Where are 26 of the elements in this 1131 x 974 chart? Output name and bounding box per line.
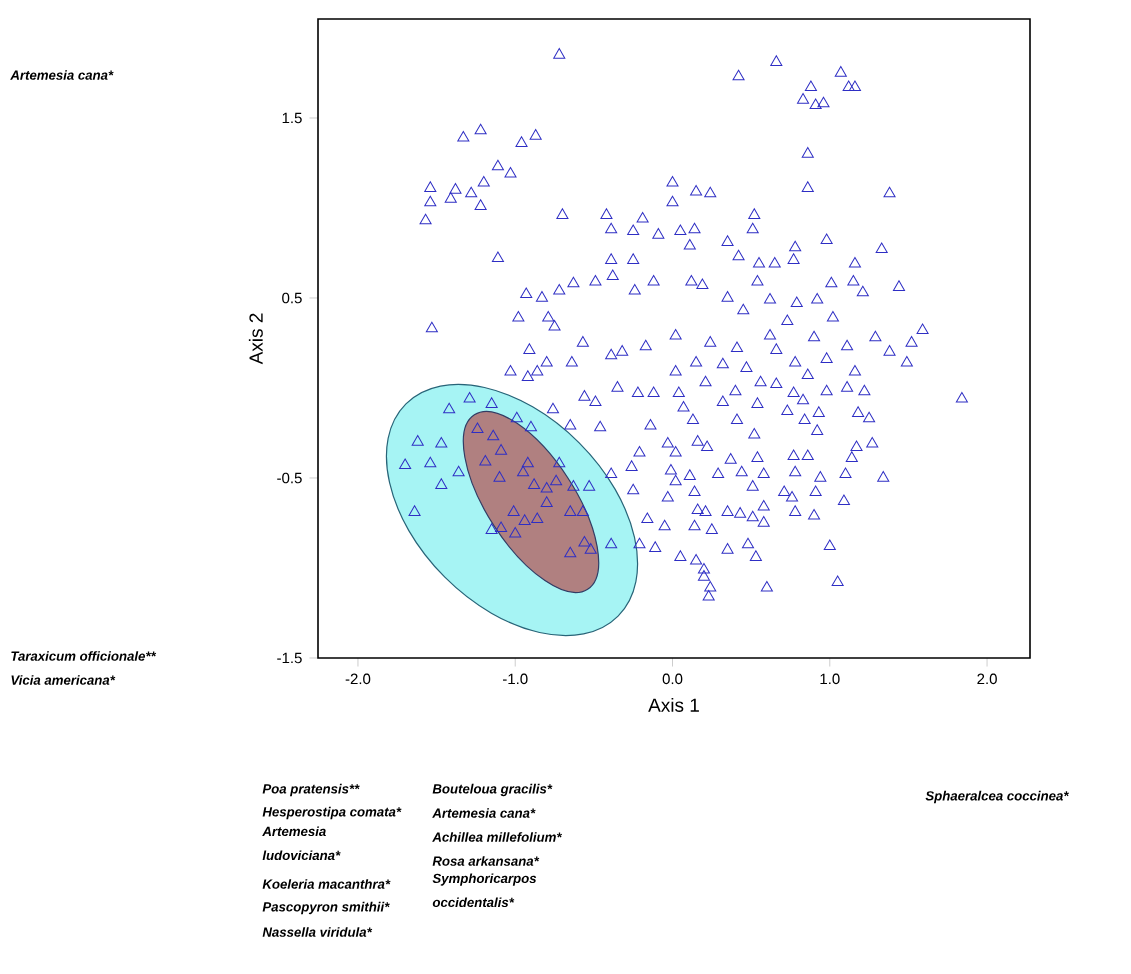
text: Hesperostipa comata* [262, 806, 402, 820]
x-tick-label: 0.0 [662, 673, 683, 685]
y-tick-label: 1.5 [282, 112, 302, 124]
text: Achillea millefolium* [432, 832, 563, 842]
text: Taraxicum officionale** [11, 651, 157, 661]
x-axis-title: Axis 1 [648, 697, 699, 712]
x-tick-label: 2.0 [977, 673, 997, 685]
text: Koeleria macanthra* [262, 879, 391, 889]
text: Sphaeralcea coccinea* [925, 790, 1069, 804]
text: Bouteloua gracilis* [432, 783, 553, 797]
text: Rosa arkansana* [432, 856, 540, 866]
text: Poa pratensis** [262, 783, 360, 797]
text: Artemesia cana* [432, 808, 536, 818]
text: Vicia americana* [11, 675, 116, 685]
text: Artemesia ludoviciana* [262, 826, 341, 861]
x-tick-label: 1.0 [820, 673, 840, 685]
text: Nassella viridula* [262, 927, 373, 937]
text: Pascopyron smithii* [262, 901, 390, 915]
text: Artemesia cana* [10, 70, 114, 80]
x-tick-label: -1.0 [502, 673, 528, 685]
y-tick-label: 0.5 [282, 292, 302, 304]
y-tick-label: -0.5 [277, 472, 302, 484]
y-tick-label: -1.5 [277, 652, 302, 664]
y-axis-title: Axis 2 [248, 313, 263, 365]
x-tick-label: -2.0 [345, 673, 371, 685]
text: Symphoricarpos occidentalis* [432, 873, 537, 908]
